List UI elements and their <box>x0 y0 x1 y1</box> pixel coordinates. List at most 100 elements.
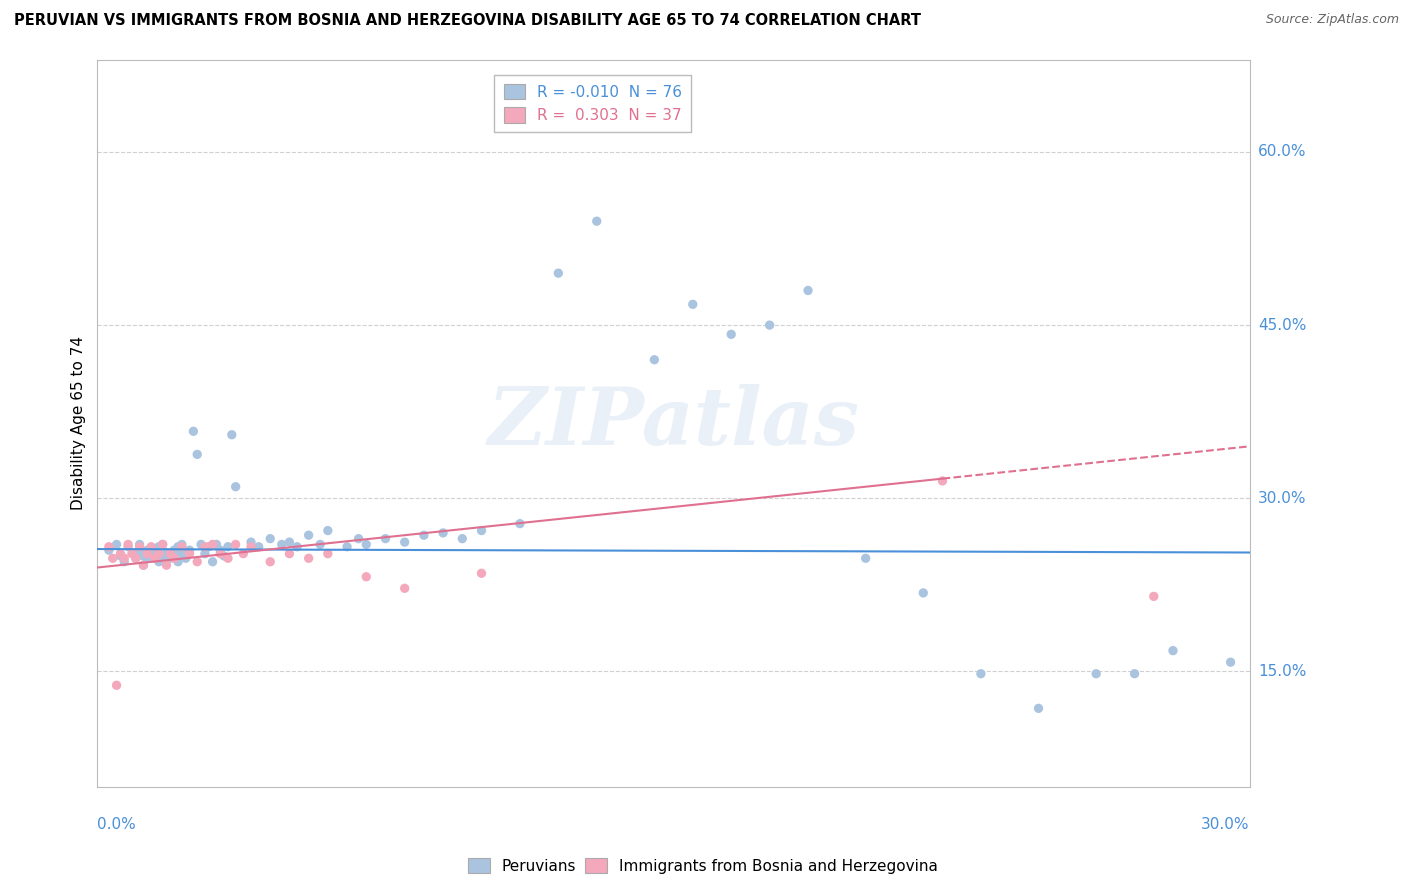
Point <box>125 551 148 566</box>
Point <box>240 535 263 549</box>
Point <box>285 540 308 554</box>
Point <box>132 558 155 573</box>
Point <box>1123 666 1146 681</box>
Text: 0.0%: 0.0% <box>97 817 136 832</box>
Point <box>316 547 339 561</box>
Point <box>139 540 162 554</box>
Point <box>152 549 174 563</box>
Point <box>194 540 217 554</box>
Point <box>259 555 281 569</box>
Point <box>148 547 170 561</box>
Point <box>174 551 197 566</box>
Point <box>112 555 135 569</box>
Point <box>1143 590 1166 604</box>
Point <box>298 528 321 542</box>
Point <box>128 540 150 554</box>
Point <box>278 547 301 561</box>
Point <box>167 555 190 569</box>
Point <box>336 540 359 554</box>
Legend: R = -0.010  N = 76, R =  0.303  N = 37: R = -0.010 N = 76, R = 0.303 N = 37 <box>495 75 692 132</box>
Point <box>221 427 243 442</box>
Point <box>316 524 339 538</box>
Text: ZIPatlas: ZIPatlas <box>488 384 859 462</box>
Point <box>1161 643 1184 657</box>
Point <box>240 540 263 554</box>
Point <box>270 537 292 551</box>
Point <box>470 524 492 538</box>
Point <box>970 666 993 681</box>
Point <box>194 547 217 561</box>
Point <box>509 516 531 531</box>
Point <box>682 297 704 311</box>
Point <box>1085 666 1108 681</box>
Point <box>547 266 569 280</box>
Point <box>470 566 492 581</box>
Point <box>758 318 780 332</box>
Point <box>451 532 474 546</box>
Point <box>117 540 139 554</box>
Point <box>190 537 212 551</box>
Point <box>643 352 665 367</box>
Point <box>101 551 124 566</box>
Point <box>931 474 953 488</box>
Point <box>585 214 607 228</box>
Point <box>347 532 370 546</box>
Text: 15.0%: 15.0% <box>1258 664 1306 679</box>
Point <box>247 540 270 554</box>
Text: 30.0%: 30.0% <box>1201 817 1250 832</box>
Point <box>105 537 128 551</box>
Text: PERUVIAN VS IMMIGRANTS FROM BOSNIA AND HERZEGOVINA DISABILITY AGE 65 TO 74 CORRE: PERUVIAN VS IMMIGRANTS FROM BOSNIA AND H… <box>14 13 921 29</box>
Point <box>205 537 228 551</box>
Point <box>132 558 155 573</box>
Point <box>170 540 193 554</box>
Text: 60.0%: 60.0% <box>1258 145 1306 160</box>
Point <box>912 586 935 600</box>
Point <box>374 532 396 546</box>
Point <box>125 551 148 566</box>
Point <box>110 549 132 563</box>
Point <box>143 543 166 558</box>
Point <box>278 535 301 549</box>
Point <box>105 678 128 692</box>
Point <box>179 543 201 558</box>
Point <box>217 540 239 554</box>
Point <box>797 284 820 298</box>
Point <box>354 537 377 551</box>
Point <box>170 547 193 561</box>
Point <box>121 547 143 561</box>
Point <box>152 537 174 551</box>
Point <box>117 537 139 551</box>
Point <box>139 547 162 561</box>
Point <box>159 551 181 566</box>
Point <box>136 543 159 558</box>
Point <box>1028 701 1050 715</box>
Point <box>125 547 148 561</box>
Point <box>201 537 224 551</box>
Point <box>394 535 416 549</box>
Point <box>354 570 377 584</box>
Point <box>298 551 321 566</box>
Point <box>136 551 159 566</box>
Text: 30.0%: 30.0% <box>1258 491 1306 506</box>
Point <box>720 327 742 342</box>
Point <box>152 537 174 551</box>
Point <box>186 555 208 569</box>
Point <box>855 551 877 566</box>
Point <box>97 540 120 554</box>
Y-axis label: Disability Age 65 to 74: Disability Age 65 to 74 <box>72 336 86 510</box>
Point <box>132 549 155 563</box>
Point <box>143 551 166 566</box>
Point <box>225 480 247 494</box>
Point <box>148 555 170 569</box>
Point <box>128 537 150 551</box>
Point <box>97 543 120 558</box>
Point <box>394 582 416 596</box>
Point <box>259 532 281 546</box>
Point <box>412 528 434 542</box>
Point <box>163 543 186 558</box>
Point <box>179 547 201 561</box>
Point <box>155 558 177 573</box>
Point <box>212 549 235 563</box>
Text: Source: ZipAtlas.com: Source: ZipAtlas.com <box>1265 13 1399 27</box>
Point <box>167 540 190 554</box>
